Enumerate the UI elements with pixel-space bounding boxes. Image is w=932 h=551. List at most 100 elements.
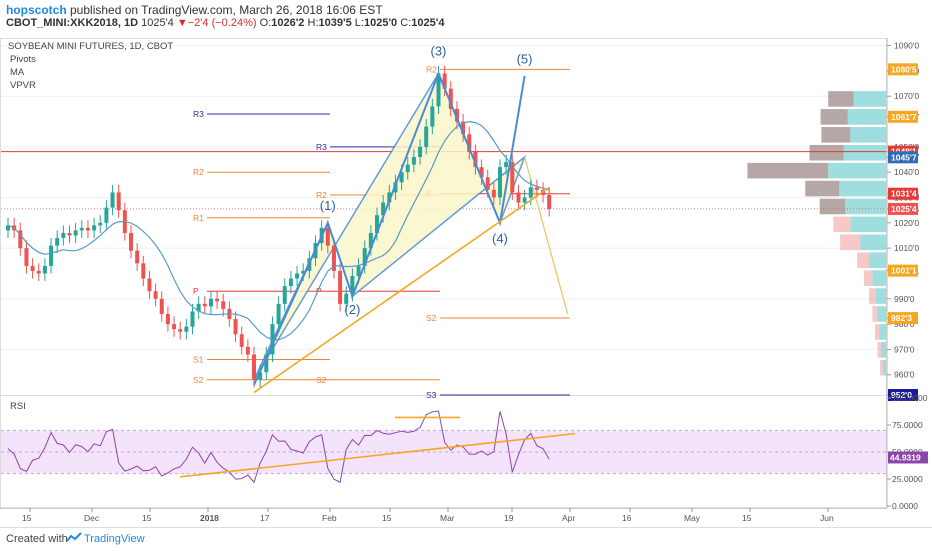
candle-body-60 (375, 215, 379, 233)
candle-body-45 (282, 286, 287, 304)
candle-body-56 (350, 276, 355, 294)
candle-body-73 (454, 108, 459, 122)
candle-body-29 (184, 326, 189, 332)
vpvr-up-10 (872, 270, 886, 286)
candle-body-20 (129, 232, 133, 251)
legend-ma[interactable]: MA (10, 67, 25, 78)
candle-body-47 (295, 273, 300, 279)
price-tag-label-5: 1025'4 (891, 204, 917, 214)
candle-body-48 (301, 270, 306, 274)
rsi-last-tag (888, 451, 928, 464)
vpvr-down-9 (857, 252, 869, 269)
candle-body-67 (418, 146, 423, 157)
vpvr-down-13 (874, 324, 880, 340)
pivot-label-6: R3 (316, 142, 327, 152)
candle-body-66 (411, 157, 416, 165)
candle-body-5 (36, 270, 41, 274)
vpvr-down-10 (863, 270, 873, 286)
wave-path (253, 70, 526, 386)
chart-area[interactable]: R3R2R1PS1S2R3R2PS2R2PS2S3 (1)(2)(3)(4)(5… (0, 30, 932, 527)
candle-body-13 (85, 227, 90, 231)
candle-body-88 (547, 194, 552, 209)
candle-body-25 (159, 298, 164, 314)
vpvr-down-12 (872, 306, 878, 322)
price-tag-label-3: 1045'7 (891, 152, 917, 162)
price-tag-label-7: 982'3 (891, 313, 912, 323)
candle-body-37 (233, 319, 238, 335)
candle-body-17 (110, 192, 115, 208)
candle-body-79 (491, 189, 496, 198)
vpvr-down-7 (833, 216, 851, 233)
time-label-8: 19 (504, 513, 514, 523)
candle-body-22 (141, 263, 146, 279)
price-tag-6 (888, 264, 918, 277)
candle-body-27 (172, 324, 177, 330)
publisher-user[interactable]: hopscotch (6, 3, 67, 17)
candle-body-31 (196, 303, 201, 312)
open-value: 1026'2 (271, 17, 305, 29)
vpvr-down-3 (809, 144, 844, 161)
vpvr-up-15 (882, 359, 886, 376)
candle-body-54 (338, 270, 343, 304)
candle-body-4 (30, 265, 35, 271)
candle-body-61 (381, 202, 386, 216)
time-label-7: Mar (440, 513, 455, 523)
publisher-line: hopscotch published on TradingView.com, … (6, 3, 383, 17)
price-tick-label-18: 960'0 (894, 370, 915, 380)
rsi-label[interactable]: RSI (10, 401, 26, 412)
price-tag-label-0: 1080'5 (891, 64, 917, 74)
pivot-label-0: R3 (193, 109, 204, 119)
wave-label-1: (2) (344, 302, 360, 317)
vpvr-up-5 (839, 180, 886, 197)
price-tick-label-16: 980'0 (894, 319, 915, 329)
symbol: CBOT_MINI:XKK2018, 1D (6, 17, 139, 29)
elliott-waves: (1) (2) (3) (4) (5) (253, 44, 532, 386)
high-label: H: (307, 17, 319, 29)
candle-body-7 (49, 245, 54, 266)
rsi-tick-label-0: 100.0000 (892, 393, 928, 403)
pivot-label-4: S1 (193, 355, 204, 365)
candle-body-0 (6, 225, 10, 231)
vpvr-down-6 (819, 198, 846, 215)
price-tag-8 (888, 389, 918, 401)
time-label-6: 15 (382, 513, 392, 523)
time-label-2: 15 (142, 513, 152, 523)
legend-title: SOYBEAN MINI FUTURES, 1D, CBOT (8, 41, 173, 52)
time-label-1: Dec (84, 513, 100, 523)
candle-body-75 (467, 134, 472, 152)
pivot-label-2: R1 (193, 213, 204, 223)
time-label-11: May (684, 513, 701, 523)
price-tick-label-7: 1040'0 (894, 167, 920, 177)
rsi-trendline (179, 432, 576, 478)
vpvr-down-0 (828, 91, 854, 107)
vpvr-down-8 (840, 234, 861, 251)
tradingview-link[interactable]: TradingView (84, 533, 145, 545)
vpvr-up-12 (877, 306, 886, 322)
candle-body-85 (528, 187, 533, 198)
pivot-label-12: S2 (426, 313, 437, 323)
candle-body-23 (147, 278, 152, 292)
vpvr-down-1 (820, 109, 848, 125)
price-tag-label-8: 952'0 (891, 390, 912, 400)
candle-body-21 (135, 250, 140, 264)
price-tick-label-11: 1020'0 (894, 218, 920, 228)
legend-vpvr[interactable]: VPVR (10, 80, 36, 91)
vpvr-up-6 (845, 198, 886, 215)
pivot-label-5: S2 (193, 375, 204, 385)
candle-body-15 (98, 222, 103, 226)
time-label-4: 17 (260, 513, 270, 523)
footer: Created with TradingView (0, 527, 932, 551)
top-bar: hopscotch published on TradingView.com, … (0, 0, 932, 30)
legend-pivots[interactable]: Pivots (10, 54, 36, 65)
price-tick-label-2: 1070'0 (894, 91, 920, 101)
price-tag-1 (888, 110, 918, 123)
pivot-label-10: R2 (426, 64, 437, 74)
candle-body-12 (79, 227, 84, 231)
rsi-tick-label-4: 0.0000 (892, 501, 918, 511)
candle-body-46 (288, 278, 293, 287)
harmonic-pattern (253, 71, 569, 381)
time-label-10: 16 (622, 513, 632, 523)
candle-body-16 (104, 207, 109, 223)
candle-body-44 (276, 303, 281, 325)
vpvr-down-5 (805, 180, 840, 197)
